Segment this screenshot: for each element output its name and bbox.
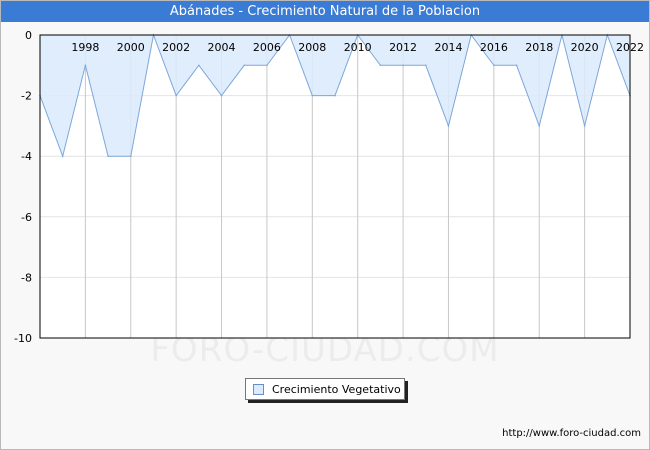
x-tick-label: 2010 <box>344 41 372 54</box>
data-point <box>402 64 404 67</box>
x-tick-label: 2020 <box>571 41 599 54</box>
legend: Crecimiento Vegetativo <box>245 378 405 400</box>
data-point <box>515 64 518 67</box>
data-point <box>243 64 246 67</box>
x-tick-label: 1998 <box>71 41 99 54</box>
y-tick-label: -8 <box>21 271 32 284</box>
data-point <box>266 64 268 67</box>
plot-border <box>39 34 631 339</box>
data-point <box>424 64 427 67</box>
data-point <box>493 64 495 67</box>
data-point <box>129 155 132 157</box>
data-point <box>311 94 314 97</box>
chart-title: Abánades - Crecimiento Natural de la Pob… <box>1 1 649 22</box>
data-point <box>198 64 200 67</box>
y-tick-label: -2 <box>21 90 32 103</box>
x-tick-label: 2006 <box>253 41 281 54</box>
legend-label: Crecimiento Vegetativo <box>272 382 401 396</box>
legend-swatch <box>253 383 264 395</box>
x-tick-label: 2014 <box>434 41 462 54</box>
x-tick-label: 2018 <box>525 41 553 54</box>
x-tick-label: 2008 <box>298 41 326 54</box>
data-point <box>583 125 586 127</box>
y-tick-label: -4 <box>21 150 32 163</box>
data-point <box>220 94 223 97</box>
data-point <box>107 155 109 157</box>
data-point <box>175 94 177 97</box>
source-url: http://www.foro-ciudad.com <box>502 428 641 439</box>
x-tick-label: 2000 <box>117 41 145 54</box>
y-tick-label: -10 <box>14 332 32 345</box>
x-tick-label: 2016 <box>480 41 508 54</box>
x-tick-label: 2002 <box>162 41 190 54</box>
x-tick-label: 2022 <box>616 41 644 54</box>
y-tick-label: -6 <box>21 211 32 224</box>
data-point <box>447 125 450 127</box>
data-point <box>379 64 382 67</box>
data-point <box>61 155 64 157</box>
data-point <box>334 94 336 97</box>
data-point <box>84 64 87 67</box>
y-tick-label: 0 <box>25 29 32 42</box>
data-point <box>538 125 541 127</box>
x-tick-label: 2004 <box>208 41 236 54</box>
x-tick-label: 2012 <box>389 41 417 54</box>
